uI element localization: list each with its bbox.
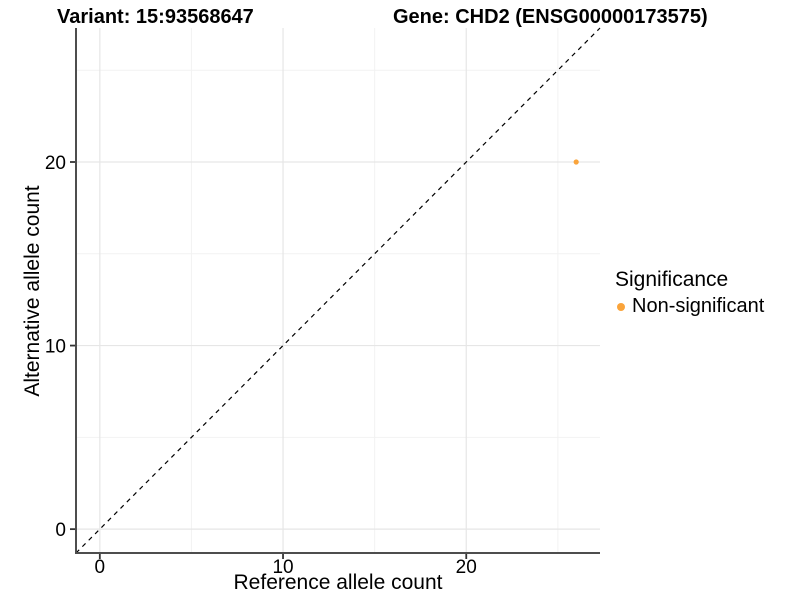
legend-item: Non-significant xyxy=(615,295,764,318)
y-tick-label: 0 xyxy=(55,520,66,541)
legend-title: Significance xyxy=(615,268,729,291)
y-tick-label: 10 xyxy=(45,337,66,358)
legend-point-swatch-icon xyxy=(617,302,625,311)
y-tick-label: 20 xyxy=(45,153,66,174)
x-axis-title: Reference allele count xyxy=(233,571,443,594)
data-point xyxy=(573,159,579,165)
identity-line xyxy=(75,27,601,554)
x-tick-label: 20 xyxy=(456,557,477,578)
x-tick-label: 0 xyxy=(95,557,106,578)
x-tick-label: 10 xyxy=(272,557,293,578)
gene-title: Gene: CHD2 (ENSG00000173575) xyxy=(393,6,708,28)
y-axis-title: Alternative allele count xyxy=(21,185,44,397)
legend-item-label: Non-significant xyxy=(632,295,765,317)
variant-title: Variant: 15:93568647 xyxy=(57,6,254,28)
legend: Significance Non-significant xyxy=(615,268,764,318)
